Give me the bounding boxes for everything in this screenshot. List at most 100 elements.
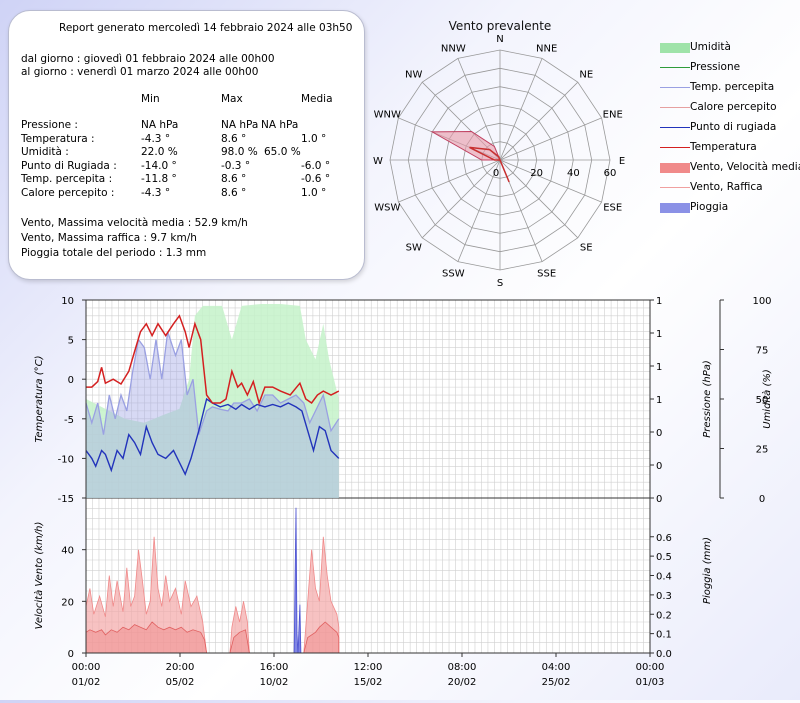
wind-rose-series-line — [469, 146, 510, 183]
report-rain: Pioggia totale del periodo : 1.3 mm — [21, 247, 207, 259]
report-to: al giorno : venerdì 01 marzo 2024 alle 0… — [21, 66, 259, 78]
feels-like-area — [86, 331, 339, 498]
pressure-tick-label: 1 — [656, 329, 662, 340]
legend-swatch — [660, 43, 690, 53]
stat-min: -11.8 ° — [141, 173, 177, 185]
wind-rose-chart: Vento prevalente N NNE NE ENE E ESE SE SSE S SSW SW… — [370, 10, 630, 290]
stat-min: -14.0 ° — [141, 159, 177, 172]
wind-direction-label: SSE — [537, 269, 556, 280]
stat-min: 22.0 % — [141, 146, 178, 158]
stat-avg: NA hPa — [261, 119, 299, 131]
time-series-charts: 10 5 0 -5 -10 -15 1 1 1 1 0 0 0 100 75 50 25 0 0 20 40 0.0 0.1… — [0, 290, 800, 700]
legend-label: Punto di rugiada — [690, 121, 777, 133]
humidity-tick-label: 50 — [756, 395, 769, 406]
x-tick-time: 20:00 — [166, 662, 195, 673]
temperature-line — [86, 314, 340, 406]
legend-label: Vento, Raffica — [690, 181, 763, 193]
wind-direction-label: SSW — [442, 269, 465, 280]
humidity-axis-label: Umidità (%) — [761, 369, 773, 429]
x-tick-time: 16:00 — [260, 662, 289, 673]
legend-label: Temperatura — [690, 141, 757, 153]
wind-direction-label: E — [619, 156, 625, 167]
stat-label: Calore percepito : — [21, 186, 115, 199]
x-tick-date: 10/02 — [260, 677, 289, 688]
legend-line-swatch — [660, 67, 690, 68]
wind-rose-spoke — [499, 159, 579, 239]
x-tick-date: 05/02 — [166, 677, 195, 688]
wind-rose-spoke — [398, 159, 501, 203]
humidity-area — [86, 304, 339, 498]
wind-direction-label: NE — [579, 70, 593, 81]
time-series-svg: 1050-5-10-1511110001007550250020400.00.1… — [33, 296, 773, 688]
legend-line-swatch — [660, 87, 690, 88]
stat-label: Temp. percepita : — [21, 173, 113, 185]
pressure-axis-label: Pressione (hPa) — [702, 360, 713, 438]
legend-swatch — [660, 163, 690, 173]
rain-tick-label: 0.2 — [656, 610, 672, 621]
stat-max: NA hPa — [221, 119, 259, 131]
stat-avg: -6.0 ° — [301, 159, 331, 172]
legend-item: Pioggia — [655, 200, 800, 216]
x-tick-time: 00:00 — [636, 662, 665, 673]
stat-min: -4.3 ° — [141, 132, 171, 145]
report-title: Report generato mercoledì 14 febbraio 20… — [59, 22, 353, 34]
report-from: dal giorno : giovedì 01 febbraio 2024 al… — [21, 53, 275, 65]
legend-item: Temp. percepita — [655, 80, 800, 96]
legend-line-swatch — [660, 127, 690, 128]
legend-label: Vento, Velocità media — [690, 161, 800, 173]
wind-rose-tick-label: 60 — [604, 168, 617, 179]
legend-label: Temp. percepita — [690, 81, 775, 93]
wind-tick-label: 40 — [61, 546, 74, 557]
rain-axis-label: Pioggia (mm) — [702, 537, 713, 604]
wind-rose-tick-label: 20 — [530, 168, 543, 179]
legend-line-swatch — [660, 147, 690, 148]
wind-direction-label: ENE — [603, 109, 623, 120]
stat-min: -4.3 ° — [141, 186, 171, 199]
stat-avg: 1.0 ° — [301, 186, 327, 199]
wind-rose-title: Vento prevalente — [449, 19, 552, 33]
legend-item: Temperatura — [655, 140, 800, 156]
report-panel: Report generato mercoledì 14 febbraio 20… — [8, 10, 365, 280]
x-tick-time: 08:00 — [448, 662, 477, 673]
legend-item: Vento, Velocità media — [655, 160, 800, 176]
humidity-tick-label: 75 — [756, 346, 769, 357]
temperature-tick-label: -10 — [58, 454, 74, 465]
stat-max: 8.6 ° — [221, 186, 247, 199]
pressure-tick-label: 0 — [656, 461, 662, 472]
stat-max: 98.0 % — [221, 146, 258, 158]
x-tick-date: 20/02 — [448, 677, 477, 688]
pressure-tick-label: 0 — [656, 428, 662, 439]
rain-tick-label: 0.0 — [656, 649, 672, 660]
x-tick-time: 04:00 — [542, 662, 571, 673]
pressure-tick-label: 0 — [656, 494, 662, 505]
wind-axis-label: Velocità Vento (km/h) — [33, 522, 45, 630]
wind-direction-label: WNW — [374, 109, 401, 120]
legend-swatch — [660, 203, 690, 213]
stat-avg: 1.0 ° — [301, 132, 327, 145]
wind-direction-label: NW — [405, 70, 422, 81]
stat-label: Pressione : — [21, 119, 78, 131]
rain-tick-label: 0.5 — [656, 552, 672, 563]
legend-item: Punto di rugiada — [655, 120, 800, 136]
x-tick-date: 15/02 — [354, 677, 383, 688]
col-avg-header: Media — [301, 93, 333, 105]
stat-max: -0.3 ° — [221, 159, 251, 172]
temperature-tick-label: 5 — [68, 336, 74, 347]
temperature-axis-label: Temperatura (°C) — [34, 356, 45, 443]
legend-label: Calore percepito — [690, 101, 777, 113]
x-tick-time: 12:00 — [354, 662, 383, 673]
wind-direction-label: NNW — [441, 43, 466, 54]
wind-direction-label: NNE — [536, 43, 557, 54]
stat-avg: 65.0 % — [264, 146, 301, 158]
wind-direction-label: S — [497, 278, 503, 289]
legend-item: Vento, Raffica — [655, 180, 800, 196]
x-tick-date: 25/02 — [542, 677, 571, 688]
temperature-tick-label: 0 — [68, 375, 74, 386]
wind-avg-area — [85, 621, 340, 654]
temperature-tick-label: -15 — [58, 494, 74, 505]
report-wind-avg: Vento, Massima velocità media : 52.9 km/… — [21, 217, 248, 229]
wind-direction-label: W — [373, 156, 383, 167]
wind-tick-label: 0 — [68, 649, 74, 660]
stat-label: Umidità : — [21, 146, 69, 158]
